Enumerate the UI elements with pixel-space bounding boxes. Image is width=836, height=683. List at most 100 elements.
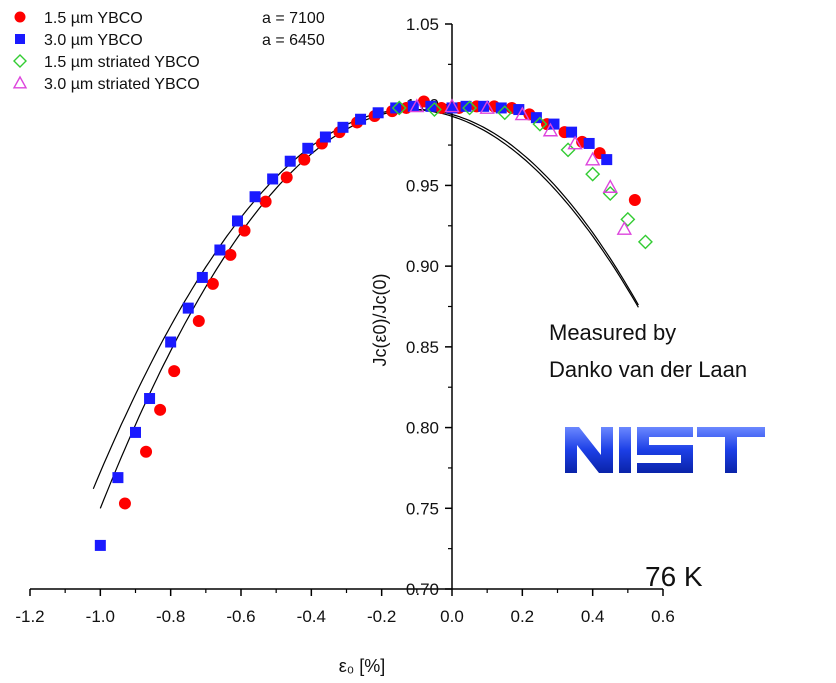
data-point [249,191,261,203]
data-point [284,155,296,167]
data-point [542,122,559,137]
measured-by-name: Danko van der Laan [549,357,748,382]
data-point [479,100,495,114]
data-point [391,100,407,116]
data-point [302,142,314,154]
y-tick-label: 0.85 [406,338,439,357]
fit-curves [92,109,639,509]
y-axis-title: Jc(ε0)/Jc(0) [370,273,390,366]
y-tick-label: 0.80 [406,419,439,438]
data-point [548,118,560,130]
y-tick-label: 0.90 [406,257,439,276]
data-point [460,100,472,112]
x-tick-label: -1.2 [15,607,44,626]
data-point [298,153,311,166]
data-point [355,113,367,125]
data-point [196,271,208,283]
x-tick-label: -0.4 [297,607,326,626]
data-point [478,100,490,112]
data-point [583,137,595,149]
data-point [168,365,181,378]
axes: -1.2 -1.0 -0.8 -0.6 -0.4 -0.2 0.0 0.2 0.4 0.6 0.70… [15,15,674,676]
x-tick-label: -1.0 [86,607,115,626]
data-point [566,126,578,138]
series-diamond [391,100,653,250]
data-point [337,121,349,133]
data-point [319,131,331,143]
x-tick-label: 0.6 [651,607,675,626]
data-point [259,195,272,208]
data-point [514,106,531,121]
data-point [94,539,106,551]
legend-label: 3.0 µm striated YBCO [44,76,200,93]
data-point [620,211,636,227]
data-point [154,403,167,416]
data-point [495,102,507,114]
data-point [192,315,205,328]
x-tick-label: 0.4 [581,607,605,626]
data-point [165,336,177,348]
nist-logo [565,427,765,473]
data-point [560,142,576,158]
data-point [532,116,548,132]
data-point [238,224,251,237]
data-point [585,166,601,182]
data-points [94,95,653,551]
legend-label: 3.0 µm YBCO [44,32,143,49]
data-point [182,302,194,314]
temperature-label: 76 K [645,561,703,592]
data-point [584,151,601,166]
legend-label: 1.5 µm striated YBCO [44,54,200,71]
data-point [513,104,525,116]
data-point [390,102,402,114]
data-point [267,173,279,185]
data-point [602,186,618,201]
data-point [372,107,384,119]
data-point [628,193,641,206]
data-point [206,277,219,290]
legend-fit-param: a = 7100 [262,10,325,27]
x-axis-title: ε₀ [%] [339,656,386,676]
legend-marker [13,54,27,68]
data-point [444,98,460,113]
data-point [224,248,237,261]
x-tick-label: -0.8 [156,607,185,626]
series-square [94,100,613,551]
legend-label: 1.5 µm YBCO [44,10,143,27]
data-point [462,100,478,116]
data-point [112,472,124,484]
data-point [214,244,226,256]
legend-marker [12,75,28,89]
y-tick-label: 0.70 [406,580,439,599]
data-point [231,215,243,227]
data-point [446,102,458,114]
data-point [637,234,653,250]
series-triangle [409,98,633,235]
data-point [567,135,583,150]
legend-marker [14,11,26,23]
legend-marker [15,34,25,44]
data-point [144,393,156,405]
data-point [140,445,153,458]
data-point [530,112,542,124]
y-tick-label: 1.05 [406,15,439,34]
fit-curve [92,109,639,490]
x-tick-label: -0.2 [367,607,396,626]
x-tick-label: 0.0 [440,607,464,626]
data-point [601,154,613,166]
data-point [616,221,633,235]
data-point [118,497,131,510]
x-tick-label: -0.6 [226,607,255,626]
data-point [409,98,425,113]
legend-fit-param: a = 6450 [262,32,325,49]
data-point [497,105,513,121]
data-point [130,426,141,438]
measured-by-label: Measured by [549,320,677,345]
x-tick-label: 0.2 [511,607,535,626]
y-tick-label: 0.95 [406,176,439,195]
data-point [602,179,618,193]
legend: 1.5 µm YBCO a = 7100 3.0 µm YBCO a = 6450 1.… [12,10,325,93]
y-tick-label: 0.75 [406,499,439,518]
data-point [280,171,293,184]
